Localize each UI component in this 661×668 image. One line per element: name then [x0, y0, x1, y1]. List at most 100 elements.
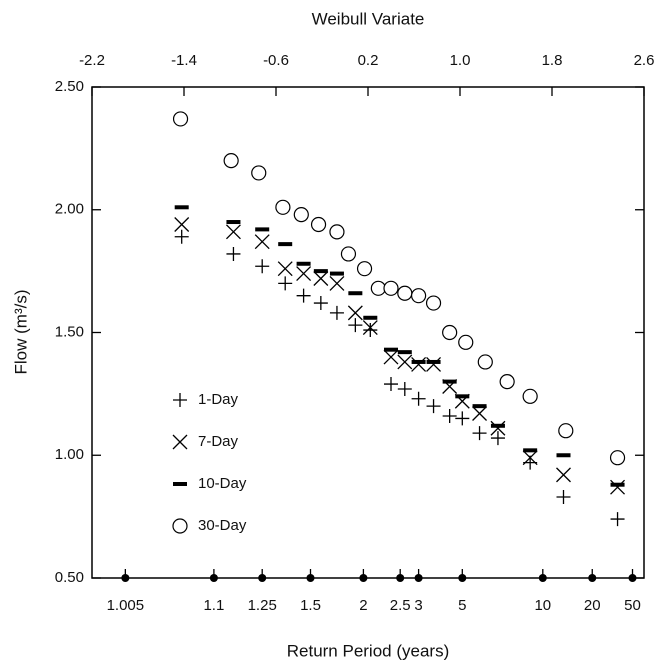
legend-label: 30-Day [198, 517, 247, 534]
x-marker [556, 467, 571, 483]
circle-marker [499, 374, 515, 390]
x-marker [329, 275, 345, 291]
bottom-tick-label: 1.25 [248, 597, 277, 614]
circle-marker [172, 518, 188, 534]
circle-marker [340, 246, 357, 262]
plus-marker [173, 393, 187, 407]
x-marker [362, 320, 378, 336]
dash-marker [411, 359, 426, 364]
circle-marker [609, 450, 626, 466]
legend-label: 10-Day [198, 475, 247, 492]
circle-marker [172, 111, 189, 127]
circle-marker [522, 388, 538, 404]
bottom-axis-dot [628, 574, 637, 582]
plus-marker [442, 408, 457, 423]
dash-marker [255, 227, 270, 232]
bottom-axis-dot [121, 574, 130, 582]
circle-marker [397, 285, 413, 301]
bottom-axis-dot [538, 574, 547, 582]
plus-marker [455, 411, 470, 426]
dash-marker [226, 220, 241, 225]
top-tick-label: 0.2 [358, 52, 379, 69]
y-axis-title: Flow (m³/s) [11, 290, 30, 375]
dash-marker [455, 394, 470, 399]
plus-marker [490, 431, 505, 446]
circle-marker [370, 280, 386, 296]
circle-marker [558, 423, 574, 439]
plus-marker [278, 276, 293, 291]
plus-marker [411, 391, 426, 406]
x-marker [472, 406, 488, 421]
plus-marker [226, 246, 241, 261]
top-tick-label: 1.0 [450, 52, 471, 69]
bottom-axis-dot [396, 574, 405, 582]
top-tick-label: -2.2 [79, 52, 105, 69]
circle-marker [477, 354, 493, 370]
dash-marker [610, 482, 625, 487]
circle-marker [275, 199, 291, 215]
plus-marker [556, 489, 571, 504]
circle-marker [310, 216, 327, 233]
plus-marker [255, 259, 270, 274]
circle-marker [383, 280, 399, 296]
dash-marker [397, 350, 412, 355]
plus-marker [610, 512, 625, 527]
bottom-tick-label: 5 [458, 597, 466, 614]
dash-marker [426, 359, 441, 364]
dash-marker [313, 269, 328, 274]
x-marker [172, 434, 188, 450]
dash-marker [329, 271, 344, 276]
bottom-axis-dot [306, 574, 315, 582]
bottom-axis-dot [458, 574, 467, 582]
x-marker [277, 261, 293, 277]
x-marker [522, 450, 538, 466]
dash-marker [556, 453, 571, 458]
x-marker [313, 271, 329, 286]
plus-marker [348, 318, 363, 333]
circle-marker [251, 165, 267, 181]
x-marker [383, 349, 399, 365]
x-marker [174, 217, 190, 232]
bottom-axis-dot [588, 574, 597, 582]
x-marker [397, 354, 413, 370]
bottom-axis-dot [414, 574, 423, 582]
dash-marker [174, 205, 189, 210]
plus-marker [472, 426, 487, 441]
circle-marker [356, 261, 373, 277]
legend-label: 7-Day [198, 433, 239, 450]
dash-marker [278, 242, 293, 247]
bottom-tick-label: 2 [359, 597, 367, 614]
dash-marker [173, 482, 187, 486]
dash-marker [363, 315, 378, 320]
x-marker [296, 266, 312, 282]
dash-marker [523, 448, 538, 453]
dash-marker [472, 404, 487, 409]
dash-marker [490, 423, 505, 428]
circle-marker [425, 295, 442, 311]
circle-marker [223, 153, 239, 169]
plus-marker [363, 323, 378, 338]
plus-marker [397, 381, 412, 396]
x-marker [610, 479, 626, 495]
y-tick-label: 1.00 [55, 446, 84, 463]
circle-marker [458, 334, 474, 350]
x-marker [254, 234, 270, 250]
legend-label: 1-Day [198, 391, 239, 408]
bottom-tick-label: 3 [414, 597, 422, 614]
bottom-tick-label: 10 [534, 597, 551, 614]
circle-marker [442, 324, 458, 341]
dash-marker [384, 347, 398, 352]
plus-marker [426, 399, 441, 414]
dash-marker [348, 291, 363, 296]
bottom-tick-label: 50 [624, 597, 641, 614]
y-tick-label: 2.50 [55, 78, 84, 95]
bottom-axis-dot [359, 574, 368, 582]
circle-marker [329, 224, 345, 240]
x-marker [225, 224, 241, 240]
x-marker [490, 420, 506, 436]
bottom-axis-dot [258, 574, 267, 582]
x-marker [426, 356, 442, 372]
bottom-tick-label: 1.1 [203, 597, 224, 614]
plus-marker [296, 288, 311, 303]
